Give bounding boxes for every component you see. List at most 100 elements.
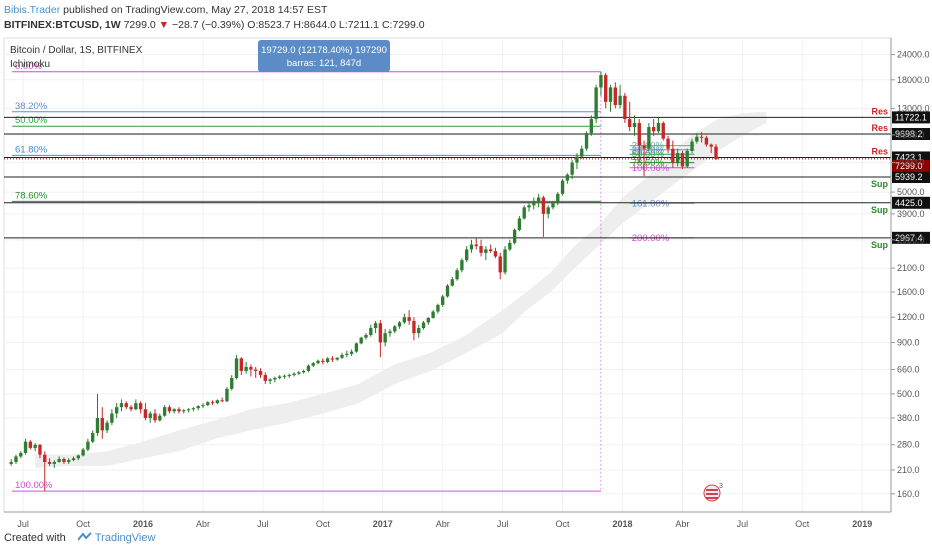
- level-type-label: Sup: [871, 179, 889, 189]
- candle-body: [604, 75, 608, 102]
- candle-body: [474, 244, 478, 247]
- candle-body: [86, 441, 90, 450]
- candle-body: [695, 136, 699, 142]
- candle-body: [210, 402, 215, 404]
- candle-body: [225, 388, 229, 402]
- y-tick-label: 7000.0: [897, 158, 925, 168]
- candle-body: [479, 246, 483, 253]
- y-tick-label: 660.0: [897, 365, 920, 375]
- fib-ext-label: 38.20%: [632, 145, 665, 156]
- candle-body: [244, 366, 248, 371]
- flag-icon[interactable]: 3: [703, 483, 723, 502]
- candle-body: [52, 461, 57, 464]
- candle-body: [76, 455, 80, 459]
- candle-body: [62, 458, 66, 462]
- candle-body: [268, 379, 272, 381]
- level-price-label: 7423.1: [895, 152, 923, 162]
- candle-body: [498, 256, 502, 273]
- candle-body: [254, 369, 258, 371]
- candle-body: [709, 144, 713, 147]
- candle-body: [565, 174, 570, 181]
- candle-body: [354, 343, 359, 352]
- candle-body: [532, 201, 536, 206]
- fib-retracement-tool[interactable]: 0.00% 38.20% 50.00% 61.80% 78.60% 100.00%: [12, 61, 602, 492]
- candle-body: [306, 365, 311, 371]
- candle-body: [258, 370, 263, 376]
- x-tick-label: Jul: [497, 519, 509, 528]
- tradingview-logo-icon[interactable]: TradingView: [77, 532, 155, 544]
- candle-body: [119, 403, 124, 408]
- level-price-box: [892, 128, 930, 141]
- candle-body: [661, 122, 665, 139]
- measure-tooltip-line2: barras: 121, 847d: [287, 58, 361, 69]
- candle-body: [666, 138, 670, 149]
- symbol-line: BITFINEX:BTCUSD, 1W 7299.0 ▼ −28.7 (−0.3…: [4, 19, 425, 31]
- candle-body: [359, 337, 363, 344]
- candle-body: [114, 407, 119, 414]
- candle-body: [153, 413, 157, 421]
- candle-body: [493, 251, 498, 257]
- candle-body: [608, 87, 613, 102]
- x-tick-label: 2016: [133, 519, 153, 528]
- level-price-box: [892, 111, 930, 124]
- candle-body: [671, 148, 675, 163]
- candle-body: [541, 197, 546, 214]
- candle-body: [172, 409, 176, 412]
- candle-body: [388, 331, 392, 334]
- candle-body: [690, 141, 694, 151]
- candle-body: [301, 370, 306, 373]
- candle-body: [330, 358, 335, 360]
- level-price-label: 5939.2: [895, 172, 923, 182]
- candle-body: [234, 358, 239, 378]
- candle-body: [560, 180, 565, 194]
- candle-body: [364, 334, 368, 338]
- level-price-box: [892, 170, 930, 183]
- candle-body: [28, 441, 33, 448]
- y-tick-label: 18000.0: [897, 75, 930, 85]
- candle-body: [38, 444, 42, 455]
- candle-body: [335, 357, 339, 360]
- level-price-label: 4425.0: [895, 198, 923, 208]
- candle-body: [651, 127, 656, 132]
- candle-body: [282, 375, 287, 377]
- candle-body: [637, 122, 641, 146]
- author-link[interactable]: Bibis.Trader: [4, 4, 61, 16]
- candle-body: [536, 197, 541, 202]
- level-price-box: [892, 196, 930, 209]
- y-tick-label: 24000.0: [897, 50, 930, 60]
- y-tick-label: 2900.0: [897, 235, 925, 245]
- price-chart[interactable]: 0.00%38.20%50.00%61.80%78.60%100.00% 23.…: [0, 36, 932, 528]
- candle-body: [378, 323, 383, 343]
- x-tick-label: Oct: [556, 519, 571, 528]
- support-resistance-lines[interactable]: Res 11722.1 Res 9698.2 Res 7423.1 Sup 5939.2 Sup…: [4, 106, 930, 250]
- fib-level-label: 38.20%: [15, 101, 48, 112]
- candle-body: [33, 444, 37, 448]
- candle-body: [580, 148, 584, 157]
- candle-body: [675, 153, 680, 163]
- candle-body: [618, 95, 622, 106]
- candle-body: [436, 304, 440, 312]
- candle-body: [628, 119, 632, 128]
- candle-body: [182, 410, 186, 412]
- candle-body: [704, 137, 709, 145]
- candle-body: [100, 417, 104, 431]
- candle-body: [249, 366, 253, 370]
- candle-body: [81, 449, 85, 456]
- candle-body: [685, 150, 689, 167]
- candle-body: [441, 296, 445, 305]
- candle-body: [484, 249, 488, 253]
- candle-body: [220, 400, 224, 402]
- plot-border: [3, 37, 892, 513]
- candle-body: [148, 413, 152, 418]
- candle-body: [522, 207, 526, 219]
- candle-body: [393, 326, 397, 332]
- candle-body: [278, 376, 282, 378]
- candle-body: [340, 354, 344, 358]
- candle-body: [407, 317, 411, 321]
- x-tick-label: Jul: [257, 519, 269, 528]
- candle-body: [551, 203, 555, 208]
- level-type-label: Sup: [871, 240, 889, 250]
- symbol-name: BITFINEX:BTCUSD, 1W: [4, 19, 121, 31]
- measure-tooltip: 19729.0 (12178.40%) 197290 barras: 121, …: [258, 40, 390, 72]
- y-tick-label: 1600.0: [897, 287, 925, 297]
